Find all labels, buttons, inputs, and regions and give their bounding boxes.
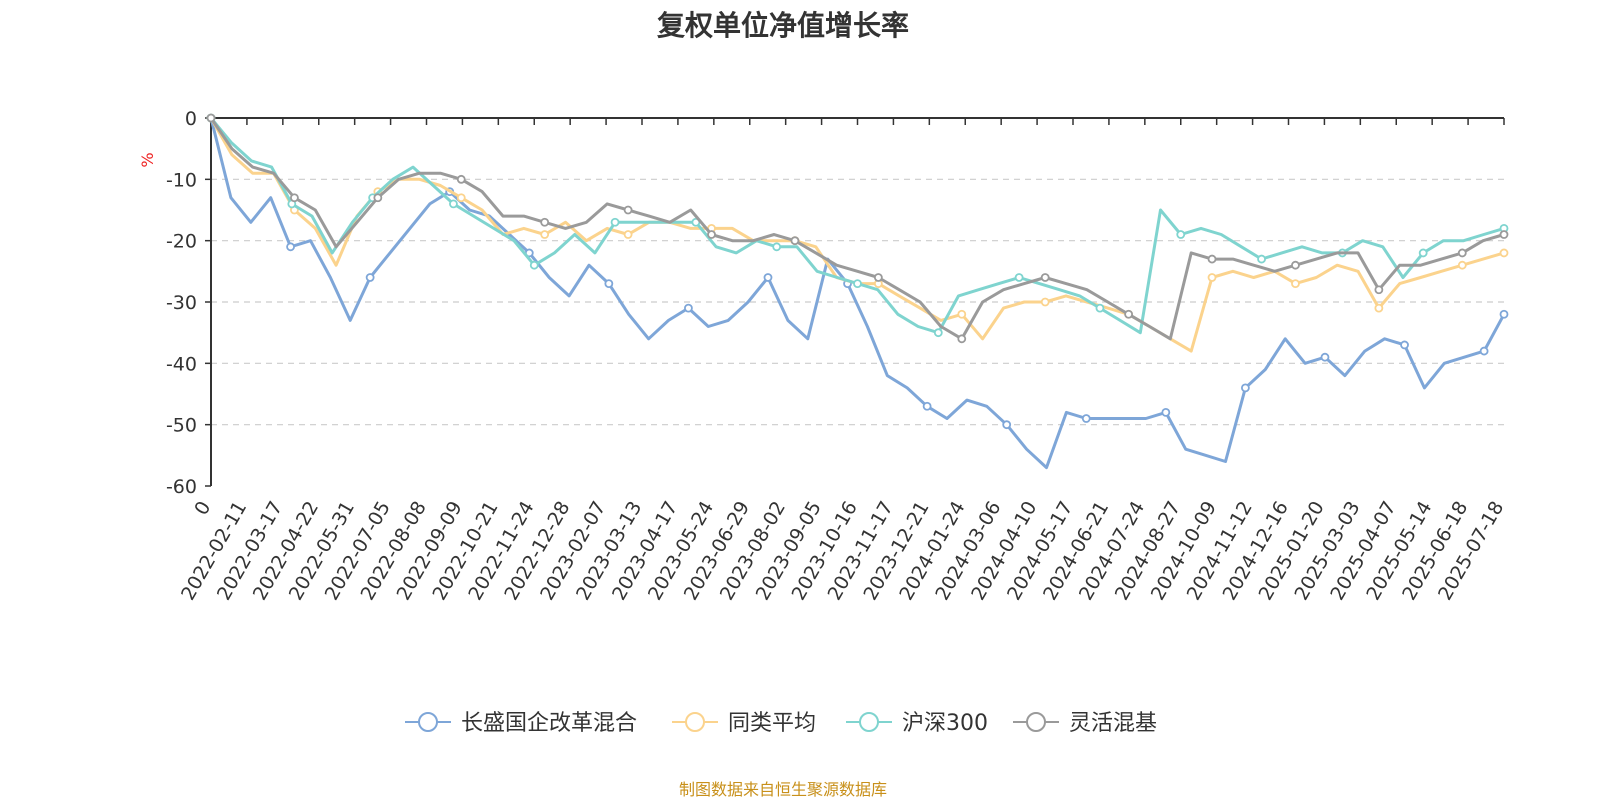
data-point	[206, 113, 216, 123]
data-point	[1291, 260, 1300, 270]
y-tick-label: -50	[166, 415, 197, 437]
data-point	[540, 217, 550, 227]
data-point	[610, 217, 620, 227]
data-point	[623, 205, 633, 215]
legend-marker	[418, 712, 438, 732]
data-point	[933, 328, 943, 338]
data-point	[1479, 346, 1489, 356]
data-point	[957, 334, 967, 344]
data-point	[1161, 407, 1171, 417]
y-tick-label: -30	[166, 292, 197, 314]
data-point	[623, 230, 633, 239]
legend-label: 同类平均	[728, 711, 816, 736]
series-line-0	[209, 117, 1506, 470]
data-point	[1207, 273, 1217, 282]
data-point	[1499, 309, 1509, 319]
data-point	[1081, 414, 1091, 423]
legend-marker	[1026, 712, 1046, 732]
y-tick-label: -20	[166, 231, 197, 253]
data-point	[1418, 248, 1428, 258]
data-point	[449, 199, 458, 209]
data-point	[290, 193, 299, 203]
y-tick-label: -10	[166, 169, 197, 191]
legend-marker	[685, 712, 705, 732]
data-point	[957, 309, 967, 319]
data-point	[373, 193, 383, 203]
data-point	[1176, 230, 1186, 239]
data-point	[1257, 254, 1266, 264]
data-point	[1320, 352, 1330, 362]
legend-label: 沪深300	[902, 711, 988, 736]
data-point	[365, 273, 375, 282]
data-point	[1014, 273, 1024, 282]
data-point	[456, 174, 466, 184]
data-point	[1457, 260, 1467, 270]
data-point	[1002, 420, 1012, 430]
data-point	[1499, 230, 1509, 239]
data-point	[772, 242, 782, 252]
data-point	[1095, 303, 1105, 313]
data-point	[529, 260, 539, 270]
data-point	[540, 230, 550, 239]
data-point	[1457, 248, 1467, 258]
series-line-2	[209, 117, 1505, 335]
legend-label: 长盛国企改革混合	[461, 711, 637, 736]
data-point	[922, 401, 932, 411]
legend-label: 灵活混基	[1069, 711, 1157, 736]
y-tick-label: -40	[166, 353, 197, 375]
data-point	[790, 236, 800, 246]
series-group	[206, 113, 1509, 470]
line-chart: 0-10-20-30-40-50-6002022-02-112022-03-17…	[138, 108, 1509, 736]
axes: 0-10-20-30-40-50-6002022-02-112022-03-17…	[166, 108, 1508, 604]
data-point	[853, 279, 862, 289]
data-point	[1124, 309, 1134, 319]
legend-marker	[859, 712, 879, 732]
series-line-3	[209, 117, 1505, 341]
data-point	[604, 279, 614, 289]
data-point	[1207, 254, 1217, 264]
y-axis-unit: %	[138, 152, 157, 167]
data-point	[1400, 340, 1409, 350]
x-tick-label: 0	[190, 498, 215, 519]
data-point	[1374, 285, 1384, 295]
data-point	[1374, 303, 1384, 313]
data-point	[873, 273, 883, 282]
data-point	[456, 193, 466, 203]
data-point	[1040, 273, 1050, 282]
data-source-note: 制图数据来自恒生聚源数据库	[678, 780, 887, 799]
data-point	[1499, 248, 1509, 258]
data-point	[707, 230, 716, 239]
data-point	[1291, 279, 1300, 289]
data-point	[1241, 383, 1250, 393]
data-point	[684, 303, 693, 313]
data-point	[286, 242, 295, 252]
y-tick-label: -60	[166, 476, 197, 498]
legend: 长盛国企改革混合 同类平均 沪深300 灵活混基	[405, 711, 1157, 736]
data-point	[763, 273, 773, 282]
data-point	[1040, 297, 1050, 307]
chart-title: 复权单位净值增长率	[656, 9, 909, 42]
y-tick-label: 0	[185, 108, 197, 130]
